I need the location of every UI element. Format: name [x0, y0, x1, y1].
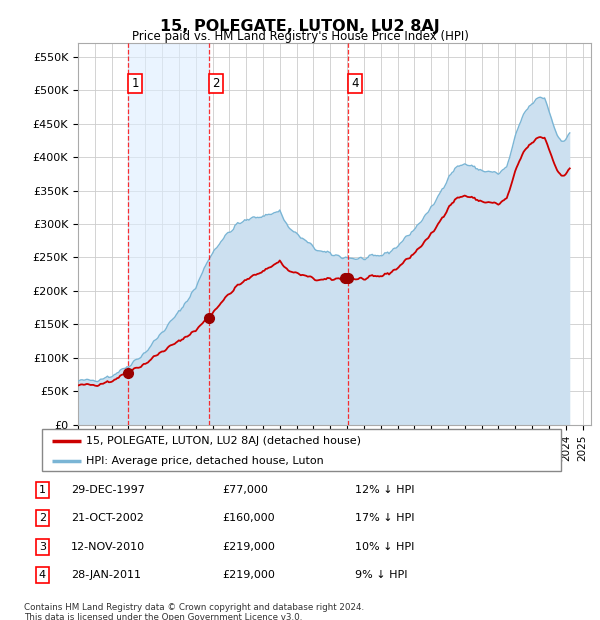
Text: 4: 4: [351, 77, 359, 90]
Text: 2: 2: [212, 77, 220, 90]
Text: 3: 3: [39, 542, 46, 552]
Text: £219,000: £219,000: [223, 542, 275, 552]
Text: Contains HM Land Registry data © Crown copyright and database right 2024.
This d: Contains HM Land Registry data © Crown c…: [24, 603, 364, 620]
Text: 12-NOV-2010: 12-NOV-2010: [71, 542, 145, 552]
Text: HPI: Average price, detached house, Luton: HPI: Average price, detached house, Luto…: [86, 456, 324, 466]
Text: 4: 4: [38, 570, 46, 580]
FancyBboxPatch shape: [42, 429, 561, 471]
Text: £77,000: £77,000: [223, 485, 269, 495]
Text: 10% ↓ HPI: 10% ↓ HPI: [355, 542, 415, 552]
Text: 12% ↓ HPI: 12% ↓ HPI: [355, 485, 415, 495]
Text: 15, POLEGATE, LUTON, LU2 8AJ: 15, POLEGATE, LUTON, LU2 8AJ: [160, 19, 440, 33]
Text: 2: 2: [38, 513, 46, 523]
Text: 28-JAN-2011: 28-JAN-2011: [71, 570, 141, 580]
Text: £219,000: £219,000: [223, 570, 275, 580]
Text: Price paid vs. HM Land Registry's House Price Index (HPI): Price paid vs. HM Land Registry's House …: [131, 30, 469, 43]
Text: 15, POLEGATE, LUTON, LU2 8AJ (detached house): 15, POLEGATE, LUTON, LU2 8AJ (detached h…: [86, 436, 361, 446]
Text: 29-DEC-1997: 29-DEC-1997: [71, 485, 145, 495]
Bar: [128, 43, 209, 425]
Text: 1: 1: [39, 485, 46, 495]
Text: £160,000: £160,000: [223, 513, 275, 523]
Text: 17% ↓ HPI: 17% ↓ HPI: [355, 513, 415, 523]
Text: 1: 1: [131, 77, 139, 90]
Text: 21-OCT-2002: 21-OCT-2002: [71, 513, 144, 523]
Text: 9% ↓ HPI: 9% ↓ HPI: [355, 570, 408, 580]
